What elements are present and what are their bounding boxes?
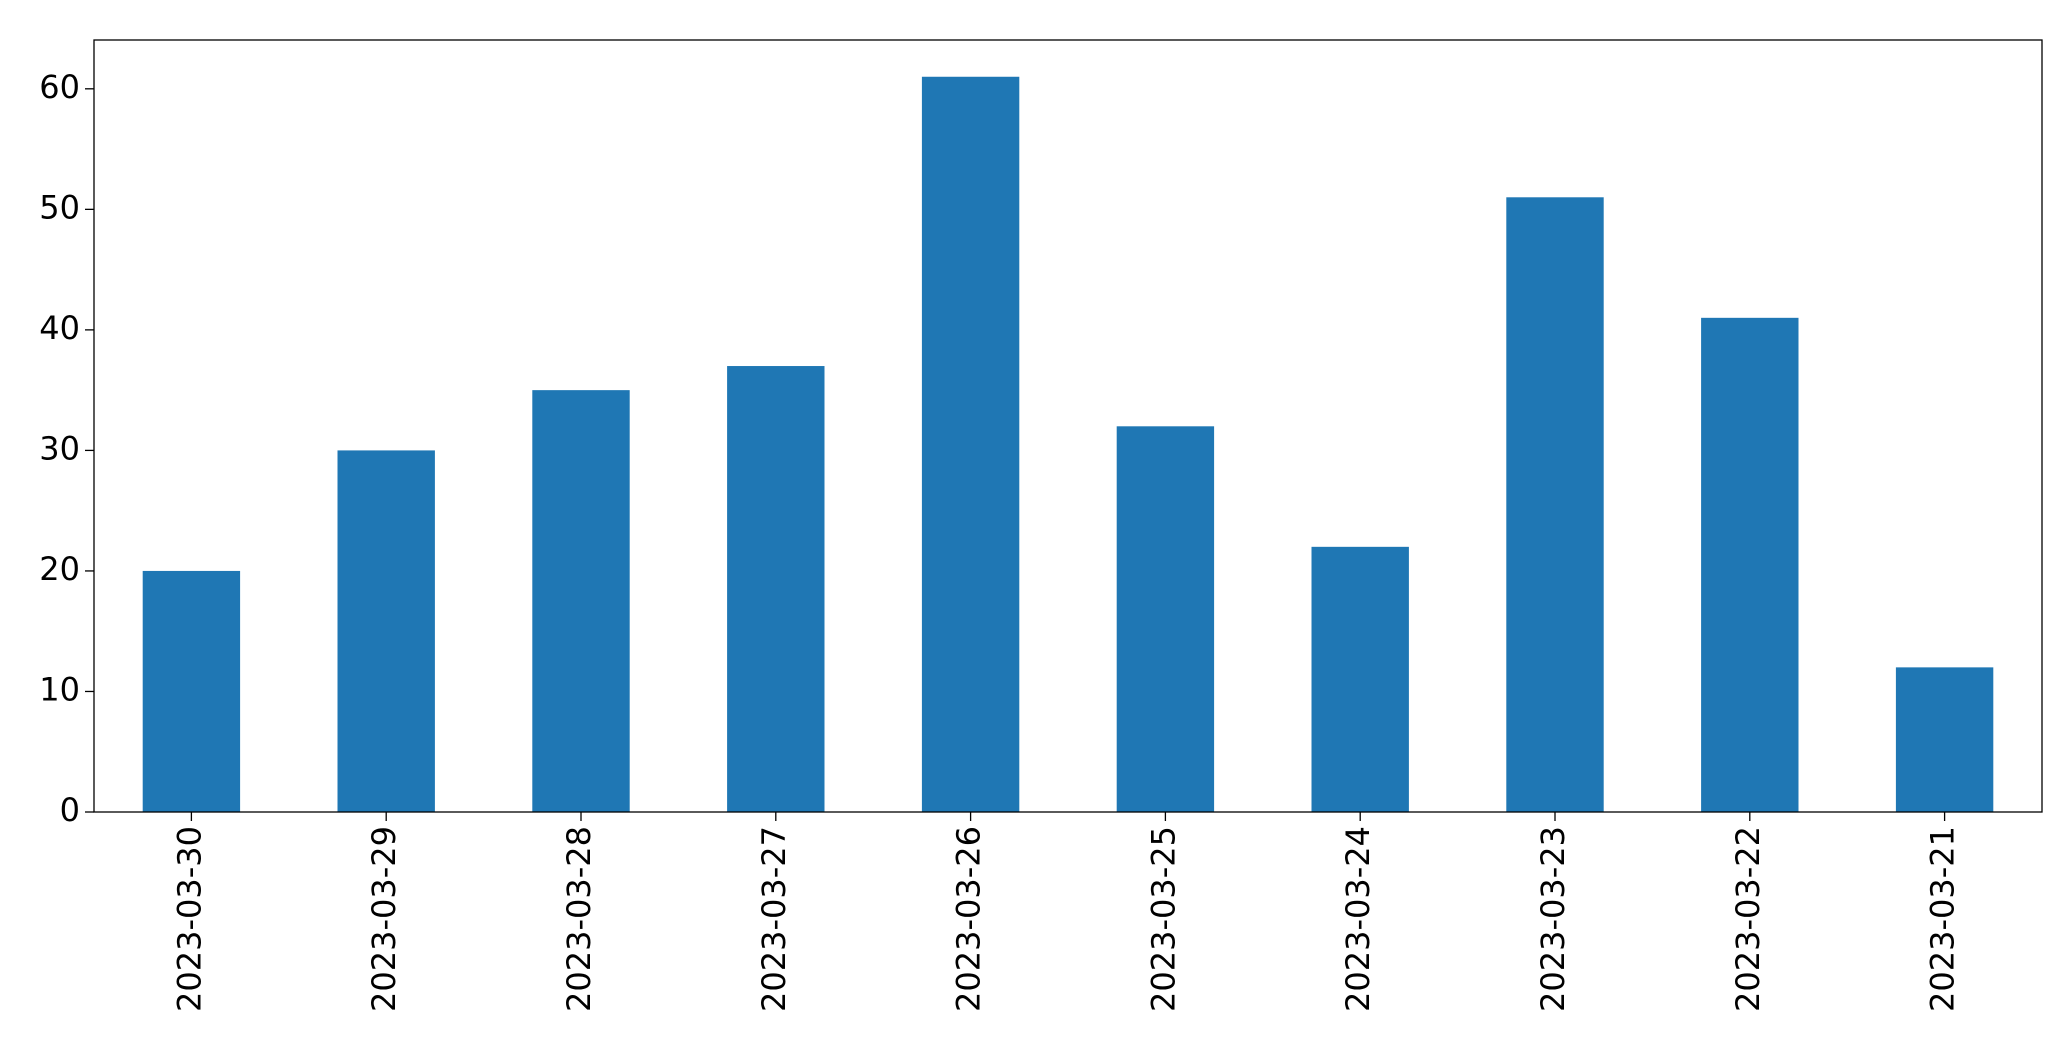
y-tick-label: 20 xyxy=(39,550,80,588)
plot xyxy=(142,76,1994,813)
bar xyxy=(1506,197,1604,813)
x-tick-label: 2023-03-27 xyxy=(755,826,793,1012)
bar xyxy=(532,390,630,812)
bar xyxy=(921,76,1020,812)
bar xyxy=(337,450,435,812)
bar xyxy=(1895,667,1994,812)
x-tick-label: 2023-03-25 xyxy=(1144,826,1182,1012)
y-tick-label: 40 xyxy=(39,309,80,347)
x-tick-label: 2023-03-29 xyxy=(365,826,403,1012)
bar xyxy=(1116,426,1215,812)
y-tick-label: 10 xyxy=(39,670,80,708)
bar xyxy=(1311,546,1409,812)
y-tick-label: 60 xyxy=(39,68,80,106)
y-tick-label: 0 xyxy=(60,791,80,829)
x-tick-label: 2023-03-22 xyxy=(1729,826,1767,1012)
x-tick-label: 2023-03-28 xyxy=(560,826,598,1012)
x-tick-label: 2023-03-23 xyxy=(1534,826,1572,1012)
x-tick-label: 2023-03-26 xyxy=(950,826,988,1012)
bar xyxy=(142,570,241,812)
x-tick-label: 2023-03-21 xyxy=(1924,826,1962,1012)
bar xyxy=(1701,317,1799,812)
x-tick-label: 2023-03-30 xyxy=(170,826,208,1012)
plot-frame xyxy=(93,39,2043,813)
x-tick-label: 2023-03-24 xyxy=(1339,826,1377,1012)
y-tick-label: 30 xyxy=(39,429,80,467)
y-tick-label: 50 xyxy=(39,188,80,226)
bar xyxy=(727,366,825,812)
